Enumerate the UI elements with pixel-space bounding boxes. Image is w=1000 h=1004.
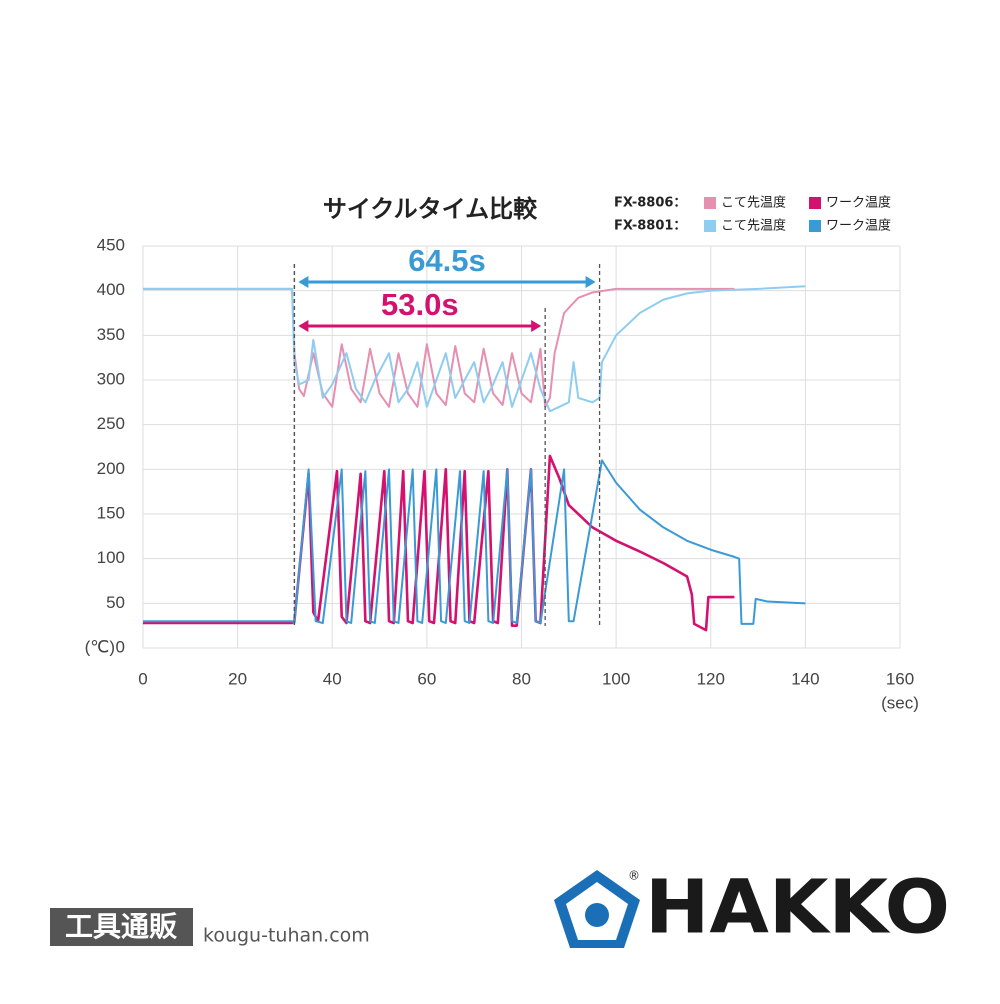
x-tick-label: 20 <box>228 669 247 688</box>
brand-mark <box>554 870 640 948</box>
y-tick-label: 350 <box>97 325 125 344</box>
arrow-head <box>298 276 309 288</box>
y-tick-label: 200 <box>97 459 125 478</box>
x-tick-label: 140 <box>791 669 819 688</box>
chart-title: サイクルタイム比較 <box>323 195 538 223</box>
y-tick-label: 100 <box>97 548 125 567</box>
y-tick-label: 50 <box>106 593 125 612</box>
shop-url: kougu-tuhan.com <box>203 925 370 947</box>
series-line <box>143 285 806 413</box>
x-tick-label: 0 <box>138 669 147 688</box>
shop-badge: 工具通販 <box>65 910 178 943</box>
legend-group: FX-8801： <box>614 219 686 234</box>
span-label: 64.5s <box>408 243 486 278</box>
x-tick-label: 40 <box>323 669 342 688</box>
shop-badge-bg <box>50 908 193 946</box>
legend-label: ワーク温度 <box>826 218 891 234</box>
y-tick-label: 0 <box>116 637 125 656</box>
y-tick-label: 250 <box>97 414 125 433</box>
legend-label: ワーク温度 <box>826 195 891 211</box>
x-tick-label: 120 <box>697 669 725 688</box>
x-tick-label: 60 <box>417 669 436 688</box>
y-tick-label: 450 <box>97 235 125 254</box>
x-tick-label: 100 <box>602 669 630 688</box>
y-unit: (℃) <box>85 637 115 656</box>
arrow-head <box>585 276 596 288</box>
x-tick-label: 160 <box>886 669 914 688</box>
legend-swatch <box>704 197 716 209</box>
legend-swatch <box>704 220 716 232</box>
brand: HAKKO <box>645 865 950 951</box>
registered-mark: ® <box>628 869 640 883</box>
arrow-head <box>298 320 309 332</box>
legend-group: FX-8806： <box>614 196 686 211</box>
y-tick-label: 400 <box>97 280 125 299</box>
y-tick-label: 150 <box>97 503 125 522</box>
x-unit: (sec) <box>881 693 919 712</box>
legend-label: こて先温度 <box>721 218 786 234</box>
series-line <box>143 454 735 632</box>
x-tick-label: 80 <box>512 669 531 688</box>
span-label: 53.0s <box>381 287 459 322</box>
series-line <box>143 287 735 408</box>
series-line <box>143 459 806 625</box>
legend-swatch <box>809 197 821 209</box>
legend-swatch <box>809 220 821 232</box>
legend-label: こて先温度 <box>721 195 786 211</box>
y-tick-label: 300 <box>97 369 125 388</box>
arrow-head <box>531 320 542 332</box>
